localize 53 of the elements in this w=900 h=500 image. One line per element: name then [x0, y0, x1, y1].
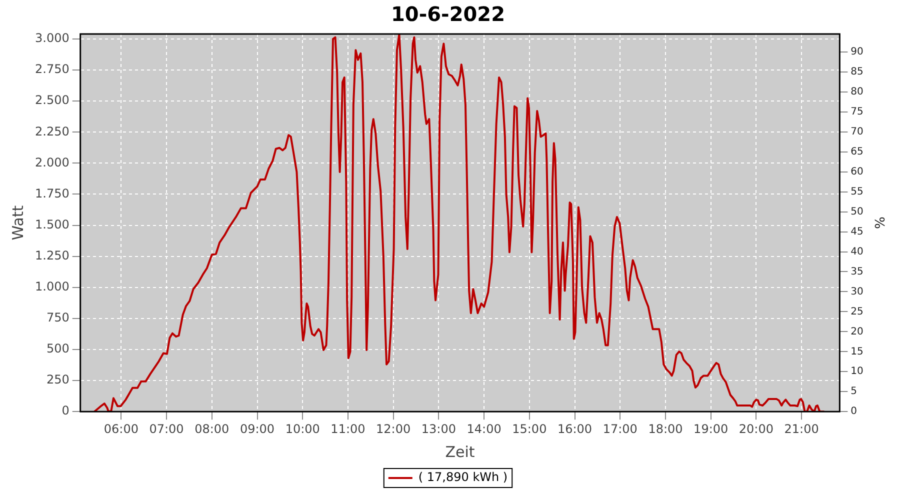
- y2-tick-label: 50: [850, 206, 864, 218]
- y2-tick-label: 80: [850, 86, 864, 98]
- y2-axis-title: %: [870, 216, 886, 229]
- y2-tick-label: 85: [850, 66, 864, 78]
- x-axis-title: Zeit: [445, 442, 475, 461]
- y2-tick-label: 45: [850, 226, 864, 238]
- y2-tick-label: 35: [850, 266, 864, 278]
- y2-tick-label: 5: [850, 386, 858, 398]
- y-tick-label: 2.000: [34, 155, 70, 170]
- y2-tick-label: 20: [850, 326, 864, 338]
- y-tick-label: 1.500: [34, 217, 70, 232]
- x-tick-label: 09:00: [240, 422, 275, 436]
- x-tick-label: 06:00: [104, 422, 138, 436]
- y-tick-label: 500: [46, 342, 70, 356]
- x-tick-label: 17:00: [602, 422, 638, 436]
- y-tick-label: 0: [62, 404, 70, 418]
- x-tick-label: 20:00: [738, 422, 774, 436]
- x-tick-label: 08:00: [194, 422, 230, 436]
- y-tick-label: 1.000: [34, 280, 70, 294]
- y2-tick-label: 25: [850, 306, 864, 318]
- y2-tick-label: 10: [850, 366, 864, 378]
- y2-tick-label: 65: [850, 146, 864, 158]
- x-tick-label: 16:00: [557, 422, 592, 436]
- y-tick-label: 1.750: [34, 186, 70, 200]
- y-tick-label: 1.250: [34, 248, 70, 262]
- y2-tick-label: 90: [850, 46, 864, 58]
- x-tick-label: 19:00: [694, 422, 728, 436]
- x-tick-label: 11:00: [330, 422, 366, 436]
- x-tick-label: 13:00: [421, 422, 456, 436]
- y-tick-label: 250: [46, 372, 70, 387]
- y2-tick-label: 40: [850, 246, 864, 258]
- y2-tick-label: 15: [850, 346, 864, 358]
- y2-tick-label: 0: [850, 406, 858, 418]
- y-tick-label: 2.750: [34, 62, 70, 76]
- x-tick-label: 18:00: [648, 422, 683, 436]
- y-tick-label: 2.500: [34, 93, 70, 108]
- y2-tick-label: 55: [850, 186, 864, 198]
- x-tick-label: 10:00: [285, 422, 320, 436]
- y-tick-label: 3.000: [34, 31, 70, 46]
- y-tick-label: 750: [46, 310, 70, 325]
- x-tick-label: 15:00: [512, 422, 547, 436]
- x-tick-label: 12:00: [376, 422, 411, 436]
- y2-tick-label: 60: [850, 166, 864, 178]
- y-axis-title: Watt: [8, 205, 27, 240]
- legend-label: ( 17,890 kWh ): [418, 470, 508, 484]
- y2-tick-label: 70: [850, 126, 864, 138]
- x-tick-label: 21:00: [784, 422, 819, 436]
- y2-tick-label: 75: [850, 106, 864, 118]
- y-tick-label: 2.250: [34, 124, 70, 138]
- x-tick-label: 14:00: [466, 422, 502, 436]
- y2-tick-label: 30: [850, 286, 864, 298]
- chart-title: 10-6-2022: [390, 2, 506, 26]
- x-tick-label: 07:00: [149, 422, 184, 436]
